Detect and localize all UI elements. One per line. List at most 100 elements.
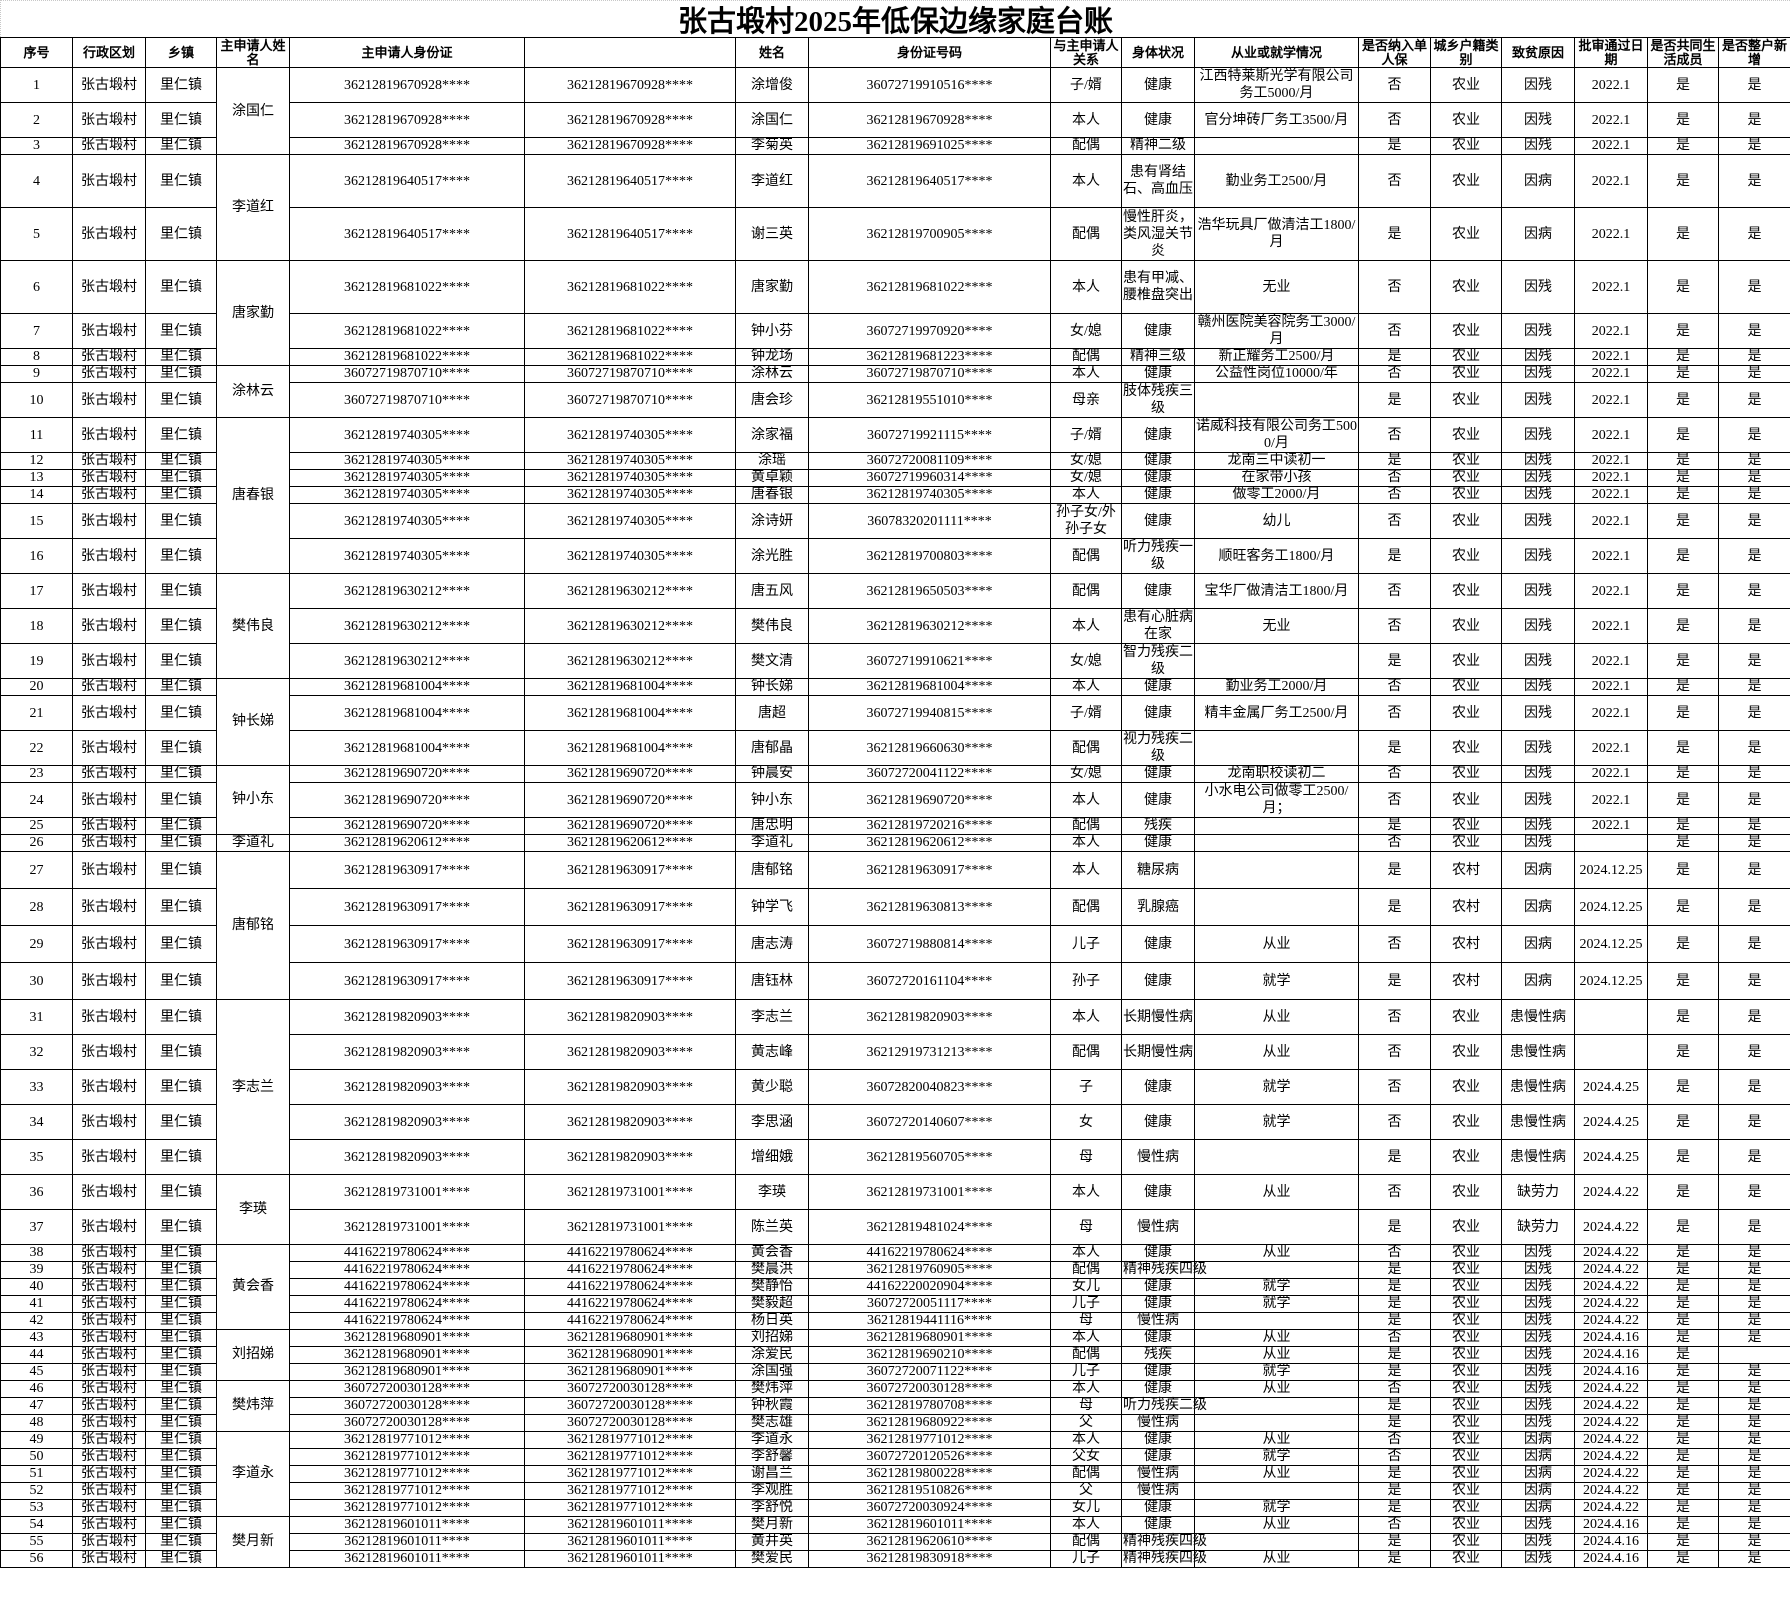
cell-new-household[interactable]: 是 <box>1718 1363 1790 1381</box>
cell-single-dibao[interactable]: 是 <box>1358 1499 1431 1517</box>
cell-seq[interactable]: 5 <box>0 207 73 261</box>
cell-town[interactable]: 里仁镇 <box>145 1499 217 1517</box>
cell-employment[interactable]: 勤业务工2000/月 <box>1194 678 1359 696</box>
cell-hukou[interactable]: 农业 <box>1430 538 1502 574</box>
cell-district[interactable]: 张古塅村 <box>72 962 146 1000</box>
cell-cohabit[interactable]: 是 <box>1647 469 1719 487</box>
cell-town[interactable]: 里仁镇 <box>145 608 217 644</box>
cell-name[interactable]: 唐会珍 <box>735 382 809 418</box>
cell-health[interactable]: 视力残疾二级 <box>1121 730 1195 766</box>
cell-cohabit[interactable]: 是 <box>1647 1346 1719 1364</box>
cell-town[interactable]: 里仁镇 <box>145 695 217 731</box>
cell-seq[interactable]: 33 <box>0 1069 73 1105</box>
cell-new-household[interactable]: 是 <box>1718 643 1790 679</box>
cell-name[interactable]: 樊炜萍 <box>735 1380 809 1398</box>
cell-approval-date[interactable]: 2024.4.22 <box>1574 1499 1648 1517</box>
cell-relation[interactable]: 配偶 <box>1050 1346 1122 1364</box>
cell-health[interactable]: 健康 <box>1121 452 1195 470</box>
cell-single-dibao[interactable]: 是 <box>1358 1482 1431 1500</box>
cell-district[interactable]: 张古塅村 <box>72 1174 146 1210</box>
cell-name[interactable]: 涂国仁 <box>735 102 809 138</box>
cell-seq[interactable]: 29 <box>0 925 73 963</box>
cell-town[interactable]: 里仁镇 <box>145 1244 217 1262</box>
cell-applicant-id-2[interactable]: 36212819740305**** <box>524 417 736 453</box>
cell-poverty-reason[interactable]: 因残 <box>1501 817 1575 835</box>
cell-health[interactable]: 智力残疾二级 <box>1121 643 1195 679</box>
cell-single-dibao[interactable]: 否 <box>1358 1034 1431 1070</box>
header-col-applicant-id-2[interactable] <box>524 37 736 68</box>
cell-single-dibao[interactable]: 否 <box>1358 1104 1431 1140</box>
cell-seq[interactable]: 2 <box>0 102 73 138</box>
cell-applicant-id-2[interactable]: 36212819670928**** <box>524 137 736 155</box>
cell-employment[interactable]: 从业 <box>1194 1465 1359 1483</box>
cell-id-number[interactable]: 36212819481024**** <box>808 1209 1051 1245</box>
cell-employment[interactable]: 就学 <box>1194 1499 1359 1517</box>
cell-health[interactable]: 健康 <box>1121 1329 1195 1347</box>
cell-district[interactable]: 张古塅村 <box>72 1516 146 1534</box>
cell-relation[interactable]: 配偶 <box>1050 207 1122 261</box>
cell-applicant-id[interactable]: 36212819630917**** <box>289 888 525 926</box>
cell-approval-date[interactable]: 2024.4.16 <box>1574 1533 1648 1551</box>
cell-cohabit[interactable]: 是 <box>1647 1397 1719 1415</box>
cell-employment[interactable]: 无业 <box>1194 260 1359 314</box>
header-col-poverty-reason[interactable]: 致贫原因 <box>1501 37 1575 68</box>
cell-hukou[interactable]: 农村 <box>1430 888 1502 926</box>
cell-employment[interactable] <box>1194 1261 1359 1279</box>
cell-new-household[interactable]: 是 <box>1718 608 1790 644</box>
cell-relation[interactable]: 配偶 <box>1050 573 1122 609</box>
cell-poverty-reason[interactable]: 患慢性病 <box>1501 1034 1575 1070</box>
cell-health[interactable]: 健康 <box>1121 1278 1195 1296</box>
cell-health[interactable]: 慢性肝炎，类风湿关节炎 <box>1121 207 1195 261</box>
cell-employment[interactable]: 就学 <box>1194 1363 1359 1381</box>
cell-hukou[interactable]: 农业 <box>1430 1516 1502 1534</box>
cell-name[interactable]: 李道礼 <box>735 834 809 852</box>
cell-hukou[interactable]: 农业 <box>1430 1397 1502 1415</box>
cell-id-number[interactable]: 36072720030924**** <box>808 1499 1051 1517</box>
cell-applicant-id[interactable]: 36212819630212**** <box>289 608 525 644</box>
cell-single-dibao[interactable]: 是 <box>1358 1261 1431 1279</box>
cell-applicant-id[interactable]: 36212819601011**** <box>289 1516 525 1534</box>
cell-health[interactable]: 健康 <box>1121 67 1195 103</box>
cell-seq[interactable]: 42 <box>0 1312 73 1330</box>
cell-applicant-id[interactable]: 36212819670928**** <box>289 137 525 155</box>
cell-district[interactable]: 张古塅村 <box>72 573 146 609</box>
cell-health[interactable]: 健康 <box>1121 417 1195 453</box>
cell-seq[interactable]: 52 <box>0 1482 73 1500</box>
cell-applicant-id[interactable]: 44162219780624**** <box>289 1295 525 1313</box>
cell-applicant-id-2[interactable]: 36212819680901**** <box>524 1346 736 1364</box>
cell-id-number[interactable]: 36212819620610**** <box>808 1533 1051 1551</box>
cell-poverty-reason[interactable]: 因病 <box>1501 1465 1575 1483</box>
cell-applicant-id[interactable]: 36072719870710**** <box>289 365 525 383</box>
cell-cohabit[interactable]: 是 <box>1647 999 1719 1035</box>
cell-approval-date[interactable]: 2022.1 <box>1574 678 1648 696</box>
cell-approval-date[interactable] <box>1574 1034 1648 1070</box>
cell-hukou[interactable]: 农村 <box>1430 851 1502 889</box>
cell-hukou[interactable]: 农业 <box>1430 1550 1502 1568</box>
cell-town[interactable]: 里仁镇 <box>145 1104 217 1140</box>
cell-relation[interactable]: 孙子女/外孙子女 <box>1050 503 1122 539</box>
cell-employment[interactable] <box>1194 1482 1359 1500</box>
cell-applicant-id[interactable]: 36212819680901**** <box>289 1346 525 1364</box>
cell-single-dibao[interactable]: 是 <box>1358 1278 1431 1296</box>
cell-district[interactable]: 张古塅村 <box>72 730 146 766</box>
cell-applicant-id-2[interactable]: 36212819740305**** <box>524 469 736 487</box>
cell-applicant-id[interactable]: 36212819771012**** <box>289 1448 525 1466</box>
cell-employment[interactable] <box>1194 643 1359 679</box>
cell-district[interactable]: 张古塅村 <box>72 1550 146 1568</box>
cell-district[interactable]: 张古塅村 <box>72 1244 146 1262</box>
cell-health[interactable]: 健康 <box>1121 834 1195 852</box>
cell-employment[interactable]: 公益性岗位10000/年 <box>1194 365 1359 383</box>
cell-relation[interactable]: 女/媳 <box>1050 313 1122 349</box>
cell-name[interactable]: 樊志雄 <box>735 1414 809 1432</box>
cell-hukou[interactable]: 农业 <box>1430 365 1502 383</box>
cell-name[interactable]: 钟龙场 <box>735 348 809 366</box>
cell-name[interactable]: 黄志峰 <box>735 1034 809 1070</box>
cell-cohabit[interactable]: 是 <box>1647 1278 1719 1296</box>
cell-employment[interactable]: 在家带小孩 <box>1194 469 1359 487</box>
cell-applicant-id[interactable]: 44162219780624**** <box>289 1278 525 1296</box>
cell-new-household[interactable]: 是 <box>1718 102 1790 138</box>
cell-poverty-reason[interactable]: 因残 <box>1501 382 1575 418</box>
cell-hukou[interactable]: 农业 <box>1430 1244 1502 1262</box>
cell-applicant-id-2[interactable]: 36212819670928**** <box>524 102 736 138</box>
cell-seq[interactable]: 6 <box>0 260 73 314</box>
